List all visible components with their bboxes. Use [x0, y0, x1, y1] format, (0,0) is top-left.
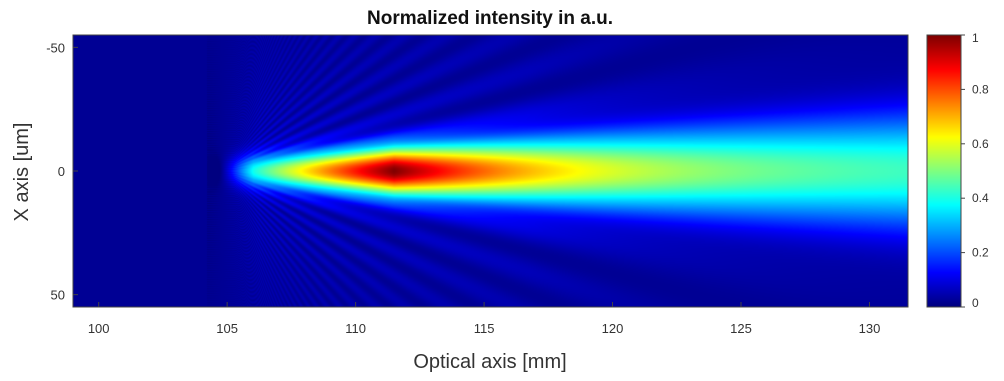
colorbar-tick-label: 0.2 — [972, 246, 989, 260]
x-axis-ticks: 100 105 110 115 120 125 130 — [88, 302, 880, 336]
chart-title: Normalized intensity in a.u. — [367, 8, 613, 29]
x-tick-label: 120 — [602, 321, 624, 336]
colorbar-tick-label: 0 — [972, 296, 979, 310]
heatmap-field — [73, 35, 908, 307]
y-tick-label: 0 — [58, 164, 65, 179]
x-tick-label: 110 — [345, 321, 366, 336]
x-axis-label: Optical axis [mm] — [413, 351, 566, 373]
x-tick-label: 105 — [216, 321, 238, 336]
colorbar-frame — [926, 34, 962, 308]
y-tick-label: -50 — [46, 40, 65, 55]
colorbar-tick-label: 0.4 — [972, 191, 989, 205]
x-tick-label: 125 — [730, 321, 752, 336]
y-axis-label: X axis [um] — [11, 123, 33, 222]
colorbar-tick-label: 0.6 — [972, 137, 989, 151]
x-tick-label: 100 — [88, 321, 110, 336]
colorbar — [927, 35, 961, 307]
colorbar-tick-label: 0.8 — [972, 82, 989, 96]
colorbar-ticks: 0 0.2 0.4 0.6 0.8 1 — [961, 31, 989, 310]
y-axis-ticks: -50 0 50 — [46, 40, 78, 303]
x-tick-label: 130 — [859, 321, 881, 336]
colorbar-tick-label: 1 — [972, 31, 979, 45]
x-tick-label: 115 — [474, 321, 495, 336]
y-tick-label: 50 — [51, 288, 65, 303]
